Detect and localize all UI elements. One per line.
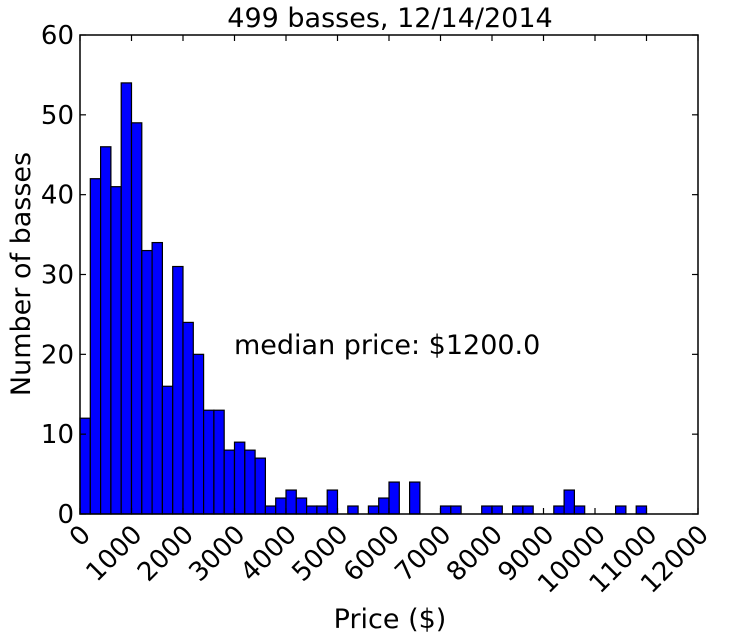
y-axis-label: Number of basses — [6, 152, 37, 396]
y-tick-label: 30 — [41, 261, 74, 291]
histogram-bar — [388, 481, 400, 515]
y-tick-label: 0 — [57, 500, 74, 530]
histogram-bar — [285, 489, 297, 515]
histogram-bar — [141, 249, 153, 515]
histogram-bar — [481, 505, 493, 515]
histogram-bar — [110, 186, 122, 515]
x-tick-label: 6000 — [338, 520, 406, 588]
histogram-bar — [522, 505, 534, 515]
histogram-bar — [79, 417, 91, 515]
histogram-bar — [573, 505, 586, 515]
histogram-bar — [614, 505, 627, 515]
histogram-bar — [450, 505, 462, 515]
y-tick-label: 60 — [41, 21, 74, 51]
histogram-bar — [182, 321, 194, 515]
histogram-bar — [244, 449, 256, 515]
histogram-bar — [89, 178, 102, 515]
histogram-bar — [316, 505, 328, 515]
x-tick-label: 3000 — [183, 520, 251, 588]
histogram-bar — [553, 505, 565, 515]
histogram-bar — [275, 497, 287, 515]
histogram-bar — [151, 241, 164, 515]
x-tick-label: 2000 — [132, 520, 200, 588]
chart-title: 499 basses, 12/14/2014 — [227, 3, 552, 34]
histogram-bar — [511, 505, 524, 515]
histogram-bar — [326, 489, 339, 515]
x-tick-label: 8000 — [441, 520, 509, 588]
y-tick-label: 50 — [41, 101, 74, 131]
histogram-bar — [130, 122, 143, 515]
histogram-bar — [439, 505, 452, 515]
plot-frame — [79, 34, 699, 515]
histogram-bar — [213, 409, 225, 515]
histogram-bar — [223, 449, 236, 515]
x-axis-label: Price ($) — [334, 604, 447, 635]
histogram-bar — [203, 409, 215, 515]
histogram-bar — [367, 505, 380, 515]
x-tick-label: 4000 — [235, 520, 303, 588]
histogram-bar — [233, 441, 246, 515]
y-tick-label: 20 — [41, 340, 74, 370]
histogram-bar — [563, 489, 575, 515]
x-tick-label: 7000 — [389, 520, 457, 588]
x-tick-label: 5000 — [286, 520, 354, 588]
histogram-bars — [79, 82, 648, 515]
histogram-bar — [254, 457, 267, 515]
histogram-bar — [99, 146, 112, 515]
histogram-bar — [192, 353, 205, 515]
histogram-bar — [635, 505, 648, 515]
median-annotation: median price: $1200.0 — [234, 330, 540, 361]
histogram-bar — [491, 505, 503, 515]
histogram-bar — [347, 505, 359, 515]
histogram-bar — [409, 481, 421, 515]
histogram-bar — [161, 385, 174, 515]
histogram-bar — [378, 497, 390, 515]
histogram-bar — [172, 265, 184, 515]
y-axis-ticks: 0 10 20 30 40 50 60 — [41, 21, 698, 530]
histogram-bar — [120, 82, 133, 515]
y-tick-label: 10 — [41, 420, 74, 450]
histogram-bar — [295, 497, 308, 515]
histogram-bar — [264, 505, 277, 515]
histogram-bar — [306, 505, 318, 515]
y-tick-label: 40 — [41, 181, 74, 211]
x-tick-label: 1000 — [80, 520, 148, 588]
